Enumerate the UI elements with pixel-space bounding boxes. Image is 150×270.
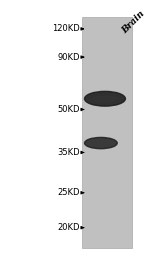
- Ellipse shape: [84, 137, 117, 149]
- Text: 35KD: 35KD: [57, 148, 80, 157]
- Text: 120KD: 120KD: [52, 24, 80, 33]
- FancyBboxPatch shape: [82, 17, 132, 248]
- Ellipse shape: [84, 91, 125, 106]
- Ellipse shape: [94, 96, 116, 101]
- Text: Brain: Brain: [121, 9, 147, 35]
- Text: 25KD: 25KD: [57, 188, 80, 197]
- Text: 50KD: 50KD: [57, 105, 80, 114]
- Text: 20KD: 20KD: [57, 223, 80, 232]
- Ellipse shape: [92, 141, 110, 145]
- Text: 90KD: 90KD: [57, 53, 80, 62]
